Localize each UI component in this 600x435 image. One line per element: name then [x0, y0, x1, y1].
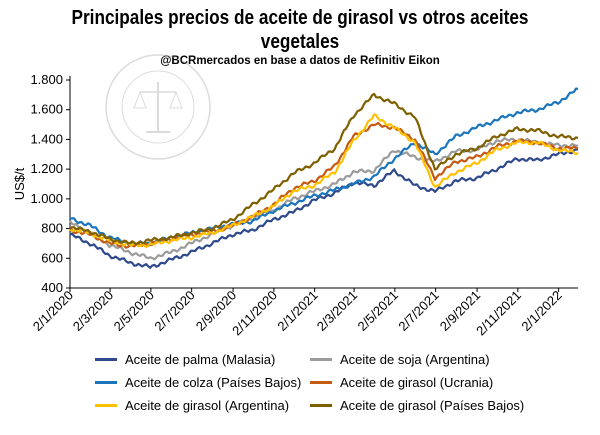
- y-tick-label: 1.200: [30, 161, 63, 176]
- legend-label: Aceite de girasol (Argentina): [125, 398, 290, 413]
- legend-item: Aceite de girasol (Argentina): [95, 398, 310, 413]
- y-tick-label: 1.400: [30, 131, 63, 146]
- y-tick-label: 800: [41, 221, 63, 236]
- legend-swatch: [310, 404, 332, 407]
- y-tick-label: 1.600: [30, 102, 63, 117]
- chart-subtitle: @BCRmercados en base a datos de Refiniti…: [160, 55, 440, 67]
- x-tick-label: 2/7/2021: [395, 288, 441, 334]
- legend-swatch: [95, 381, 117, 384]
- x-tick-label: 2/5/2020: [111, 288, 157, 334]
- legend-label: Aceite de palma (Malasia): [125, 352, 276, 367]
- legend-label: Aceite de colza (Países Bajos): [125, 375, 302, 390]
- legend-label: Aceite de soja (Argentina): [340, 352, 490, 367]
- y-axis-label: US$/t: [12, 167, 27, 200]
- legend-label: Aceite de girasol (Ucrania): [340, 375, 494, 390]
- series-line-1: [69, 148, 579, 269]
- x-tick-label: 2/5/2021: [355, 288, 401, 334]
- legend-swatch: [95, 358, 117, 361]
- legend-item: Aceite de soja (Argentina): [310, 352, 535, 367]
- y-tick-label: 400: [41, 280, 63, 295]
- x-tick-label: 2/3/2020: [70, 288, 116, 334]
- legend-item: Aceite de colza (Países Bajos): [95, 375, 310, 390]
- legend-item: Aceite de girasol (Ucrania): [310, 375, 535, 390]
- x-tick-label: 2/3/2021: [314, 288, 360, 334]
- x-tick-label: 2/1/2021: [274, 288, 320, 334]
- legend-item: Aceite de girasol (Países Bajos): [310, 398, 535, 413]
- y-tick-label: 1.800: [30, 72, 63, 87]
- y-tick-label: 600: [41, 250, 63, 265]
- series-line-5: [69, 113, 579, 249]
- watermark-seal: [105, 54, 211, 160]
- y-tick-label: 1.000: [30, 191, 63, 206]
- legend-swatch: [95, 404, 117, 407]
- series-line-4: [69, 121, 579, 249]
- x-tick-label: 2/7/2020: [151, 288, 197, 334]
- legend: Aceite de palma (Malasia) Aceite de soja …: [95, 352, 535, 413]
- chart-title: Principales precios de aceite de girasol…: [71, 7, 529, 53]
- x-tick-label: 2/11/2020: [229, 288, 280, 339]
- series-line-6: [69, 92, 579, 246]
- legend-item: Aceite de palma (Malasia): [95, 352, 310, 367]
- x-tick-label: 2/1/2022: [518, 288, 564, 334]
- series-line-2: [69, 137, 579, 261]
- legend-swatch: [310, 381, 332, 384]
- x-tick-label: 2/11/2021: [473, 288, 524, 339]
- legend-label: Aceite de girasol (Países Bajos): [340, 398, 525, 413]
- legend-swatch: [310, 358, 332, 361]
